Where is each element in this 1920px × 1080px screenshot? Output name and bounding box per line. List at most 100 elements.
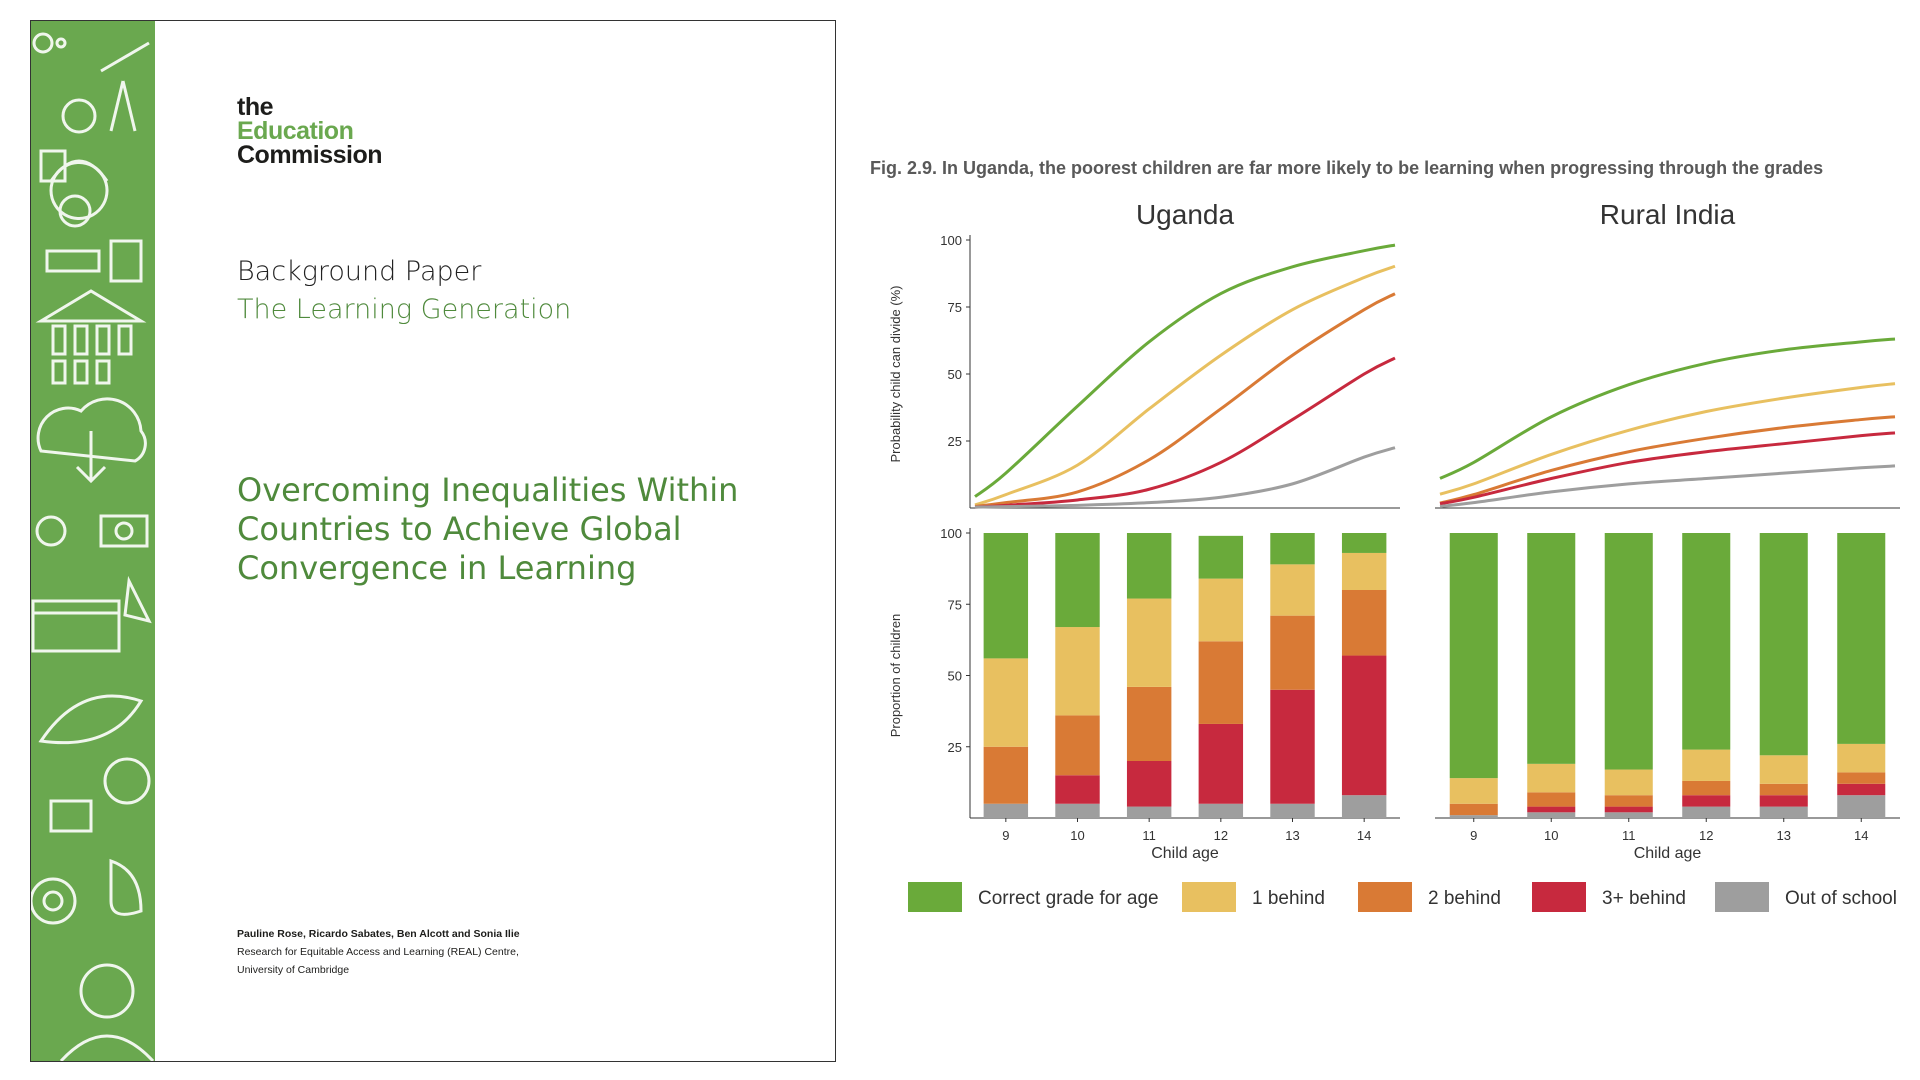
bottom-y-tick-label: 25 xyxy=(948,740,962,755)
legend-label: Correct grade for age xyxy=(978,888,1159,909)
affiliation-line: Research for Equitable Access and Learni… xyxy=(237,946,519,958)
person-portrait-icon xyxy=(79,963,135,1019)
bar-segment-2-behind xyxy=(1270,615,1315,690)
money-icon xyxy=(99,514,149,548)
leaf-icon xyxy=(38,694,144,745)
line-series-correct-grade-for-age xyxy=(1439,337,1896,480)
gear-icon xyxy=(35,515,67,547)
bar-segment-correct-grade-for-age xyxy=(1682,533,1731,750)
cover-icons-pattern xyxy=(31,32,155,1061)
paper-title-line: Overcoming Inequalities Within xyxy=(237,471,739,509)
top-y-tick-label: 100 xyxy=(940,233,962,248)
bar-segment-3-behind xyxy=(1527,806,1576,813)
bar-segment-3-behind xyxy=(1270,689,1315,804)
bar-segment-2-behind xyxy=(1341,590,1387,656)
pie-chart-icon xyxy=(49,161,109,220)
cover-sidebar-pattern xyxy=(31,21,155,1061)
bar-segment-out-of-school xyxy=(1055,803,1100,818)
logo-line-education: Education xyxy=(237,117,354,145)
education-commission-logo: the Education Commission xyxy=(237,95,383,168)
x-tick-label: 14 xyxy=(1357,828,1371,843)
building-icon xyxy=(35,289,147,323)
bar-segment-out-of-school xyxy=(1341,795,1387,818)
bar-segment-out-of-school xyxy=(1198,803,1244,818)
circle-icon xyxy=(32,32,54,54)
bar-segment-2-behind xyxy=(1055,715,1100,776)
bar-segment-3-behind xyxy=(1126,761,1172,807)
bar-segment-1-behind xyxy=(1759,755,1808,784)
x-axis-title: Child age xyxy=(1151,845,1219,862)
bar-segment-2-behind xyxy=(1682,780,1731,796)
legend-label: Out of school xyxy=(1785,888,1897,909)
author-names: Pauline Rose, Ricardo Sabates, Ben Alcot… xyxy=(237,928,520,940)
line-series-2-behind xyxy=(1439,415,1896,505)
x-tick-label: 11 xyxy=(1142,828,1156,843)
figure-chart: Uganda 25 25 50 50 75 75 100 100 Probability chil… xyxy=(888,199,1900,912)
x-tick-label: 12 xyxy=(1214,828,1228,843)
bar-segment-out-of-school xyxy=(1527,812,1576,818)
bar-segment-1-behind xyxy=(1126,598,1172,687)
person-icon xyxy=(61,98,97,134)
x-tick-label: 13 xyxy=(1285,828,1299,843)
bar-segment-correct-grade-for-age xyxy=(1449,533,1498,779)
bar-segment-3-behind xyxy=(1759,795,1808,807)
x-tick-label: 9 xyxy=(1002,828,1009,843)
bar-segment-1-behind xyxy=(1604,769,1653,796)
bar-segment-1-behind xyxy=(1527,763,1576,793)
bar-segment-3-behind xyxy=(1055,775,1100,804)
paper-title-line: Convergence in Learning xyxy=(237,549,637,587)
x-axis-title: Child age xyxy=(1634,845,1702,862)
bar-segment-correct-grade-for-age xyxy=(1527,533,1576,764)
chart-root: Uganda 25 25 50 50 75 75 100 100 Probability chil… xyxy=(888,199,1900,912)
bar-segment-1-behind xyxy=(1270,564,1315,616)
bottom-y-tick-label: 75 xyxy=(948,597,962,612)
top-y-tick-label: 75 xyxy=(948,300,962,315)
cursor-icon xyxy=(123,575,152,624)
bar-segment-2-behind xyxy=(1837,772,1886,784)
bar-segment-correct-grade-for-age xyxy=(1270,533,1315,565)
bar-segment-2-behind xyxy=(1198,641,1244,724)
bar-segment-3-behind xyxy=(1341,655,1387,796)
x-tick-label: 11 xyxy=(1622,828,1636,843)
bar-segment-out-of-school xyxy=(1759,806,1808,818)
bar-segment-1-behind xyxy=(1449,778,1498,804)
line-series-correct-grade-for-age xyxy=(974,243,1396,498)
large-gear-icon xyxy=(31,877,77,925)
x-tick-label: 10 xyxy=(1544,828,1558,843)
browser-window-icon xyxy=(31,599,121,653)
bar-segment-2-behind xyxy=(983,746,1029,804)
bottom-y-tick-label: 100 xyxy=(940,526,962,541)
figure-caption: Fig. 2.9. In Uganda, the poorest childre… xyxy=(870,158,1824,178)
line-series-1-behind xyxy=(1439,382,1896,496)
legend-label: 2 behind xyxy=(1428,888,1501,909)
paper-title: Overcoming Inequalities Within Countries… xyxy=(237,471,777,588)
panel-title: Uganda xyxy=(1136,199,1235,230)
bar-segment-1-behind xyxy=(983,658,1029,747)
top-y-tick-label: 25 xyxy=(948,434,962,449)
x-tick-label: 13 xyxy=(1777,828,1791,843)
bar-segment-out-of-school xyxy=(1449,815,1498,818)
download-arrow-icon xyxy=(75,431,107,484)
bar-segment-2-behind xyxy=(1604,795,1653,807)
series-name: The Learning Generation xyxy=(237,294,572,325)
x-tick-label: 9 xyxy=(1470,828,1477,843)
x-tick-label: 14 xyxy=(1854,828,1868,843)
line-series-out-of-school xyxy=(1439,464,1896,508)
top-y-axis-title: Probability child can divide (%) xyxy=(888,285,903,462)
bar-segment-3-behind xyxy=(1198,723,1244,804)
student-girl-icon xyxy=(103,757,151,805)
paper-title-line: Countries to Achieve Global xyxy=(237,510,682,548)
bar-segment-out-of-school xyxy=(1270,803,1315,818)
bar-segment-1-behind xyxy=(1837,743,1886,773)
bar-segment-out-of-school xyxy=(983,803,1029,818)
bar-segment-3-behind xyxy=(1837,783,1886,796)
legend-swatch xyxy=(1358,882,1412,912)
bar-segment-out-of-school xyxy=(1604,812,1653,818)
legend-label: 3+ behind xyxy=(1602,888,1686,909)
legend-label: 1 behind xyxy=(1252,888,1325,909)
telescope-icon xyxy=(100,41,150,73)
bar-segment-1-behind xyxy=(1055,627,1100,716)
bar-segment-2-behind xyxy=(1759,783,1808,796)
line-series-out-of-school xyxy=(974,446,1396,509)
student-icon xyxy=(58,194,92,228)
